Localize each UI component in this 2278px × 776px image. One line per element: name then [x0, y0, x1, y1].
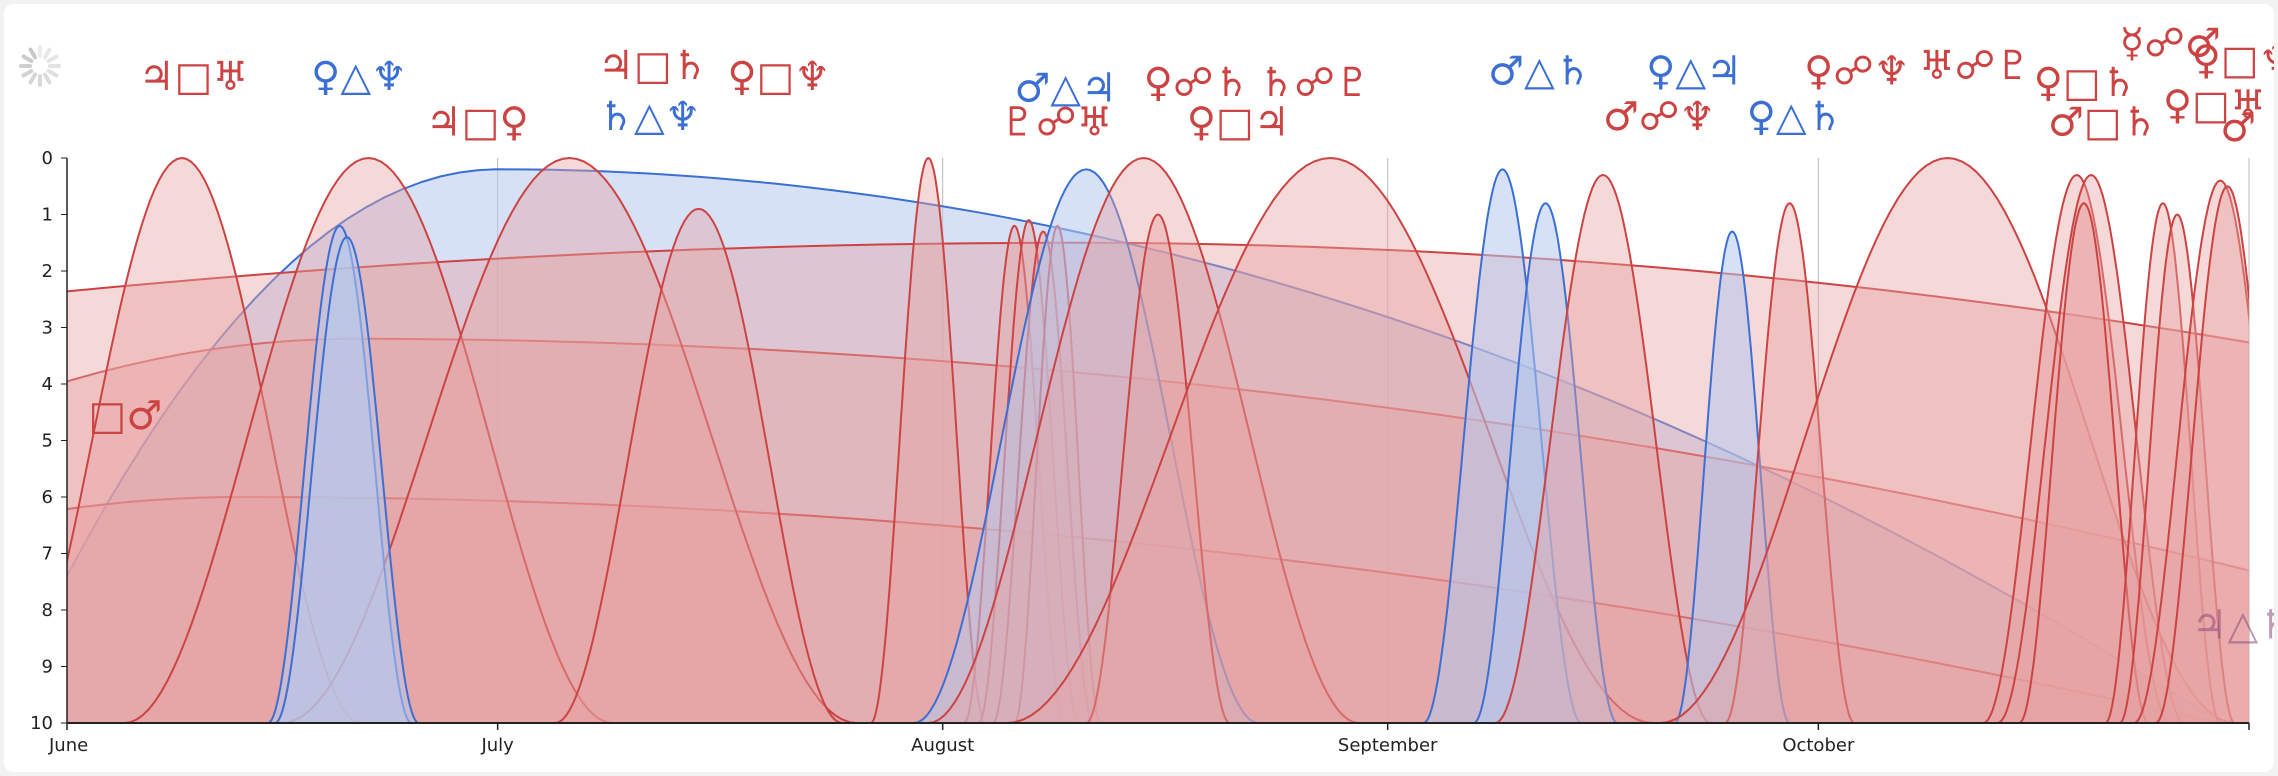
- x-tick-label-july: July: [480, 735, 514, 756]
- aspect-label-12[interactable]: ♀△♃: [1646, 49, 1742, 95]
- tense-aspect-curve-29[interactable]: [2118, 213, 2236, 724]
- spinner-icon: [19, 45, 61, 87]
- y-tick-label-10: 10: [30, 713, 53, 734]
- aspect-label-24[interactable]: ♃△♄: [2192, 602, 2274, 648]
- tense-aspect-curve-7[interactable]: [554, 207, 844, 723]
- y-tick-label-0: 0: [42, 148, 53, 169]
- aspect-label-6[interactable]: ♂△♃: [1014, 66, 1116, 112]
- harmonious-aspect-curve-20[interactable]: [1472, 202, 1619, 723]
- tense-aspect-curve-23[interactable]: [1724, 202, 1856, 723]
- aspect-label-20[interactable]: ♀□♆: [2192, 37, 2274, 83]
- aspect-label-7[interactable]: ♀☍♄: [1144, 60, 1250, 106]
- aspect-label-0[interactable]: ♃□♅: [139, 54, 249, 100]
- aspect-label-11[interactable]: ♂△♄: [1488, 49, 1590, 95]
- aspect-label-22[interactable]: ♂: [2220, 105, 2256, 151]
- y-tick-label-1: 1: [42, 205, 53, 226]
- aspect-label-4[interactable]: ♀□♆: [727, 54, 830, 100]
- y-tick-label-3: 3: [42, 318, 53, 339]
- tense-aspect-curve-31[interactable]: [2154, 185, 2274, 723]
- aspect-label-5[interactable]: ♄△♆: [598, 94, 700, 140]
- tense-aspect-curve-16[interactable]: [927, 157, 1360, 723]
- x-tick-label-june: June: [48, 735, 88, 756]
- y-tick-label-9: 9: [42, 657, 53, 678]
- y-tick-label-2: 2: [42, 261, 53, 282]
- aspect-label-9[interactable]: ♇☍♅: [1000, 99, 1112, 145]
- tense-aspect-curve-21[interactable]: [1494, 174, 1712, 723]
- aspect-label-18[interactable]: ♂□♄: [2048, 99, 2158, 145]
- x-tick-label-october: October: [1782, 735, 1855, 756]
- x-tick-label-september: September: [1338, 735, 1438, 756]
- series-layer: [67, 157, 2274, 724]
- aspect-label-3[interactable]: ♃□♄: [598, 43, 708, 89]
- harmonious-aspect-curve-22[interactable]: [1673, 230, 1791, 724]
- chart-card: 0 1 2 3 4 5 6 7 8 9 10 June July August September Octob…: [4, 4, 2274, 772]
- aspect-label-1[interactable]: ♀△♆: [311, 54, 407, 100]
- tense-aspect-curve-27[interactable]: [2018, 202, 2150, 723]
- x-tick-label-august: August: [911, 735, 974, 756]
- aspect-label-10[interactable]: ♀□♃: [1187, 99, 1290, 145]
- tense-aspect-curve-25[interactable]: [1982, 174, 2171, 723]
- aspect-label-21[interactable]: ♀□♅: [2163, 82, 2266, 128]
- annotation-layer: ♃□♅ ♀△♆♃□♀♃□♄ ♀□♆♄△♆♂△♃ ♀☍♄ ♄☍♇♇☍♅ ♀□♃♂△♄ ♀△♃♂…: [89, 20, 2274, 648]
- aspect-label-19[interactable]: ☿☍♂: [2120, 20, 2221, 66]
- aspect-label-14[interactable]: ♀△♄: [1747, 94, 1843, 140]
- y-tick-label-5: 5: [42, 431, 53, 452]
- aspect-label-17[interactable]: ♀□♄: [2034, 60, 2137, 106]
- aspect-label-13[interactable]: ♂☍♆: [1603, 94, 1715, 140]
- y-tick-label-6: 6: [42, 487, 53, 508]
- harmonious-aspect-curve-10[interactable]: [274, 236, 420, 723]
- aspect-label-15[interactable]: ♀☍♆: [1804, 49, 1910, 95]
- aspect-label-23[interactable]: □♂: [89, 393, 163, 439]
- y-tick-label-4: 4: [42, 374, 53, 395]
- aspect-label-2[interactable]: ♃□♀: [426, 99, 529, 145]
- aspect-label-16[interactable]: ♅☍♇: [1919, 43, 2031, 89]
- tense-aspect-curve-28[interactable]: [2104, 202, 2222, 723]
- y-tick-label-8: 8: [42, 600, 53, 621]
- y-tick-label-7: 7: [42, 544, 53, 565]
- tense-aspect-curve-26[interactable]: [1996, 174, 2186, 723]
- tense-aspect-curve-24[interactable]: [1659, 157, 2236, 723]
- aspect-label-8[interactable]: ♄☍♇: [1258, 60, 1370, 106]
